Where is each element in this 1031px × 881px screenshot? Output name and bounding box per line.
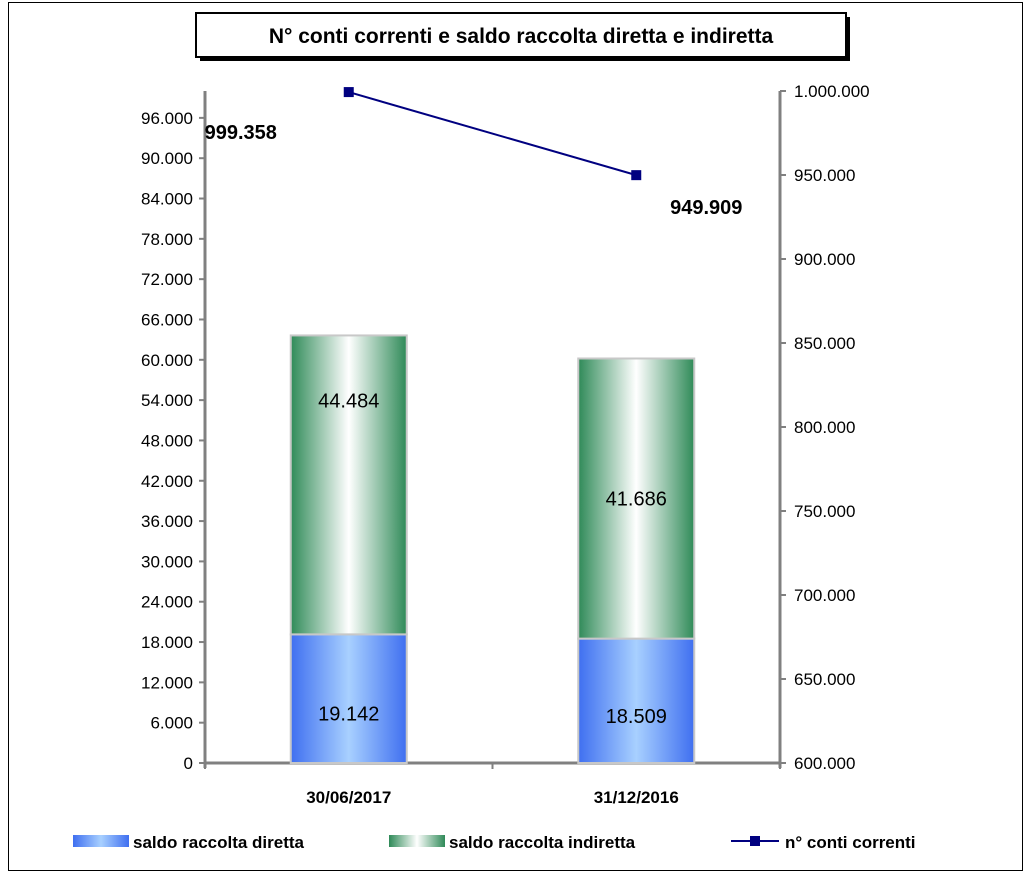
legend-label: saldo raccolta indiretta <box>449 833 636 852</box>
bar-data-label: 41.686 <box>606 489 667 511</box>
right-axis-ticks: 600.000 650.000 700.000 750.000 800.000 850.0… <box>780 82 870 773</box>
right-tick-label: 700.000 <box>794 586 855 605</box>
left-axis-ticks: 0 6.000 12.000 18.000 24.000 30.000 36.000 42.0… <box>141 109 205 773</box>
category-label: 31/12/2016 <box>594 788 679 807</box>
chart-title: N° conti correnti e saldo raccolta diret… <box>269 25 774 48</box>
left-tick-label: 0 <box>184 754 193 773</box>
bar-raccolta-diretta <box>289 633 408 765</box>
left-tick-label: 6.000 <box>150 714 193 733</box>
category-labels: 30/06/2017 31/12/2016 <box>306 788 679 807</box>
legend-label: saldo raccolta diretta <box>133 833 305 852</box>
right-tick-label: 750.000 <box>794 502 855 521</box>
right-tick-label: 950.000 <box>794 166 855 185</box>
bars: 19.142 44.484 18.509 41.686 <box>289 334 696 765</box>
left-tick-label: 36.000 <box>141 512 193 531</box>
left-tick-label: 84.000 <box>141 190 193 209</box>
right-tick-label: 850.000 <box>794 334 855 353</box>
left-tick-label: 48.000 <box>141 431 193 450</box>
category-label: 30/06/2017 <box>306 788 391 807</box>
line-data-label: 999.358 <box>205 122 277 144</box>
left-tick-label: 18.000 <box>141 633 193 652</box>
left-tick-label: 90.000 <box>141 149 193 168</box>
legend: saldo raccolta diretta saldo raccolta ind… <box>73 833 916 852</box>
legend-label: n° conti correnti <box>785 833 916 852</box>
right-tick-label: 900.000 <box>794 250 855 269</box>
left-tick-label: 72.000 <box>141 270 193 289</box>
left-tick-label: 24.000 <box>141 593 193 612</box>
bar-data-label: 19.142 <box>318 704 379 726</box>
left-tick-label: 12.000 <box>141 673 193 692</box>
left-tick-label: 78.000 <box>141 230 193 249</box>
line-conti-correnti <box>348 91 637 177</box>
line-point-marker <box>631 170 642 181</box>
right-tick-label: 1.000.000 <box>794 82 870 101</box>
left-tick-label: 96.000 <box>141 109 193 128</box>
line-data-label: 949.909 <box>670 197 742 219</box>
bar-raccolta-diretta <box>577 637 696 764</box>
left-tick-label: 30.000 <box>141 552 193 571</box>
legend-swatch-raccolta-diretta <box>73 835 129 847</box>
left-tick-label: 66.000 <box>141 310 193 329</box>
left-tick-label: 54.000 <box>141 391 193 410</box>
bar-raccolta-indiretta <box>289 334 408 636</box>
chart-frame: N° conti correnti e saldo raccolta diret… <box>8 2 1023 871</box>
legend-marker <box>750 836 760 846</box>
right-tick-label: 600.000 <box>794 754 855 773</box>
bar-data-label: 44.484 <box>318 390 379 412</box>
title-box <box>195 12 847 58</box>
right-tick-label: 650.000 <box>794 670 855 689</box>
bar-data-label: 18.509 <box>606 706 667 728</box>
right-tick-label: 800.000 <box>794 418 855 437</box>
left-tick-label: 42.000 <box>141 472 193 491</box>
bar-raccolta-indiretta <box>577 357 696 640</box>
legend-swatch-raccolta-indiretta <box>389 835 445 847</box>
left-tick-label: 60.000 <box>141 351 193 370</box>
chart-svg: N° conti correnti e saldo raccolta diret… <box>73 12 916 852</box>
line-series: 999.358 949.909 <box>205 87 742 219</box>
line-point-marker <box>343 87 354 98</box>
